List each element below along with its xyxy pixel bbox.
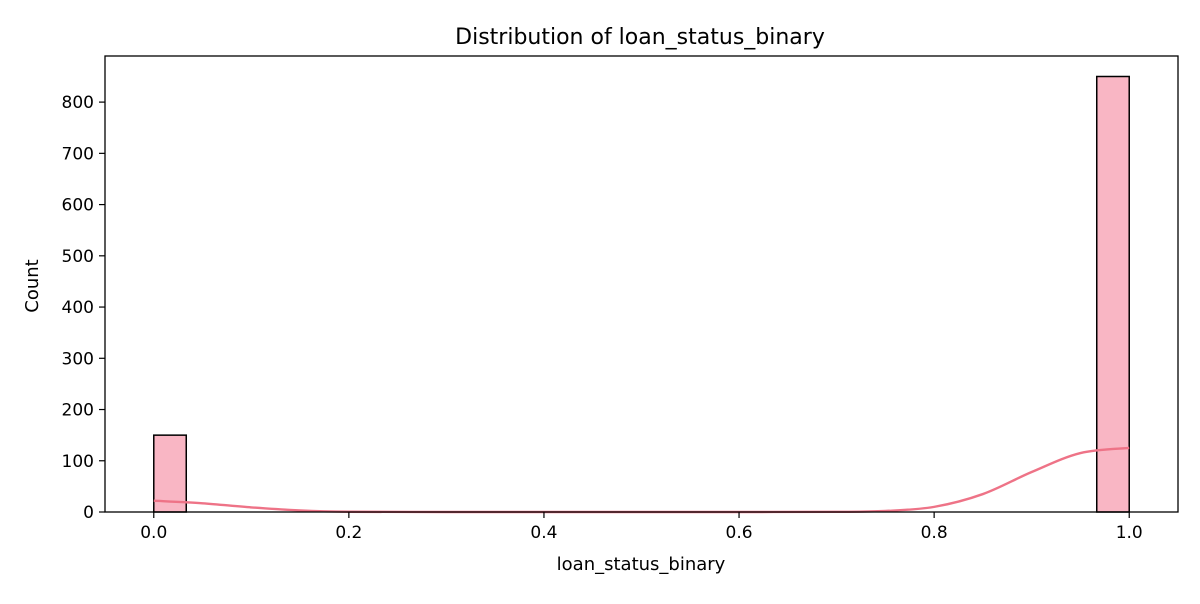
x-tick-label: 0.4 <box>530 523 557 543</box>
y-tick-label: 400 <box>62 298 94 318</box>
y-tick-label: 300 <box>62 349 94 369</box>
x-axis-ticks: 0.0 0.2 0.4 0.6 0.8 1.0 <box>140 512 1143 543</box>
y-axis-ticks: 0 100 200 300 400 500 600 700 800 <box>62 93 105 523</box>
x-tick-label: 0.2 <box>335 523 362 543</box>
x-tick-label: 0.8 <box>921 523 948 543</box>
y-tick-label: 500 <box>62 247 94 267</box>
plot-frame <box>104 55 1179 513</box>
y-tick-label: 200 <box>62 401 94 421</box>
y-tick-label: 800 <box>62 93 94 113</box>
kde-line <box>153 446 1130 514</box>
y-tick-label: 600 <box>62 196 94 216</box>
x-tick-label: 0.0 <box>140 523 167 543</box>
y-axis-label: Count <box>22 259 43 312</box>
histogram-bar <box>153 434 188 513</box>
x-tick-label: 1.0 <box>1116 523 1143 543</box>
x-tick-label: 0.6 <box>726 523 753 543</box>
histogram-bar <box>1095 75 1130 513</box>
y-tick-label: 0 <box>83 503 94 523</box>
y-tick-label: 700 <box>62 144 94 164</box>
y-tick-label: 100 <box>62 452 94 472</box>
plot-area <box>153 75 1130 514</box>
x-axis-label: loan_status_binary <box>557 554 726 575</box>
chart-title: Distribution of loan_status_binary <box>455 25 825 50</box>
